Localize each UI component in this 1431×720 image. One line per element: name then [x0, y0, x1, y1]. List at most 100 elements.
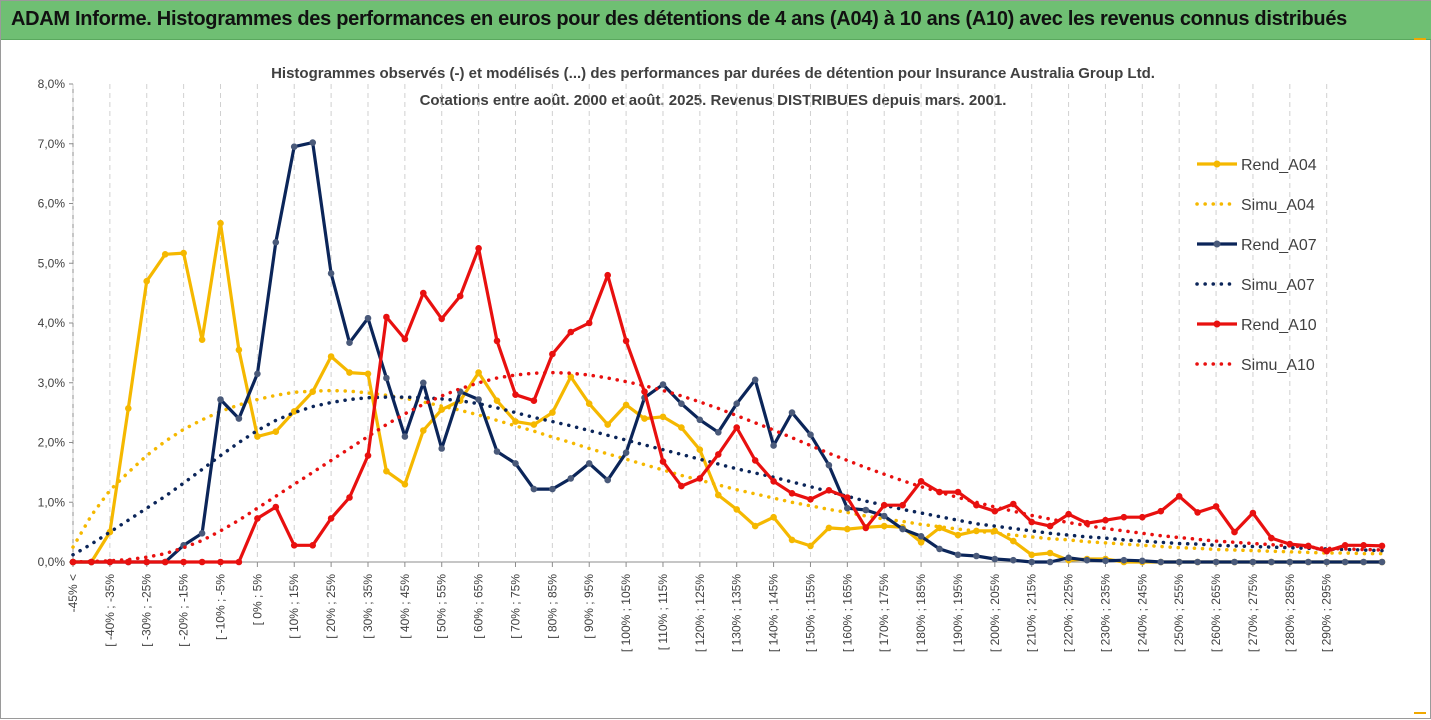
- legend-label-simu-a07: Simu_A07: [1241, 277, 1315, 294]
- data-point-rend-a10: [161, 558, 169, 566]
- data-point-rend-a10: [401, 335, 409, 343]
- x-tick-label: [ 290% ; 295%: [1320, 574, 1334, 652]
- selection-corner-mark: [1414, 702, 1426, 714]
- data-point-rend-a07: [825, 461, 833, 469]
- x-tick-label: [ 60% ; 65%: [472, 574, 486, 639]
- data-point-rend-a10: [659, 458, 667, 465]
- data-point-rend-a07: [659, 381, 667, 388]
- data-point-rend-a07: [751, 376, 759, 384]
- y-tick-label: 2,0%: [38, 436, 66, 450]
- report-banner: ADAM Informe. Histogrammes des performan…: [1, 1, 1431, 40]
- data-point-rend-a07: [862, 506, 870, 514]
- data-point-rend-a07: [1231, 558, 1238, 566]
- data-point-rend-a04: [917, 539, 925, 546]
- data-point-rend-a10: [106, 558, 114, 566]
- x-tick-label: [ 100% ; 105%: [619, 574, 633, 652]
- data-point-rend-a10: [1341, 542, 1349, 549]
- x-tick-label: [ 270% ; 275%: [1246, 574, 1260, 652]
- data-point-rend-a10: [143, 558, 150, 566]
- data-point-rend-a10: [1175, 493, 1183, 500]
- data-point-rend-a10: [1231, 528, 1238, 536]
- data-point-rend-a04: [770, 513, 777, 521]
- data-point-rend-a04: [217, 219, 224, 227]
- data-point-rend-a04: [678, 424, 685, 431]
- data-point-rend-a07: [438, 445, 446, 452]
- data-point-rend-a07: [1046, 558, 1054, 566]
- data-point-rend-a10: [475, 245, 482, 252]
- chart-subtitle: Cotations entre août. 2000 et août. 2025…: [420, 92, 1007, 109]
- legend-label-rend-a07: Rend_A07: [1241, 237, 1317, 254]
- data-point-rend-a10: [844, 494, 851, 501]
- data-point-rend-a07: [1341, 558, 1349, 566]
- data-point-rend-a07: [604, 476, 611, 484]
- x-tick-label: [ 170% ; 175%: [877, 574, 891, 652]
- data-point-rend-a07: [1139, 557, 1146, 565]
- data-point-rend-a07: [585, 460, 593, 467]
- data-point-rend-a07: [715, 429, 722, 436]
- data-point-rend-a04: [733, 506, 740, 513]
- data-point-rend-a04: [161, 251, 169, 258]
- data-point-rend-a10: [917, 478, 925, 485]
- data-point-rend-a10: [770, 478, 777, 485]
- data-point-rend-a07: [1194, 558, 1201, 566]
- data-point-rend-a04: [567, 373, 575, 381]
- data-point-rend-a10: [696, 475, 704, 482]
- data-point-rend-a07: [1102, 557, 1109, 565]
- data-point-rend-a04: [641, 415, 648, 422]
- data-point-rend-a07: [567, 475, 575, 482]
- data-point-rend-a07: [290, 143, 298, 150]
- y-tick-label: 0,0%: [38, 555, 66, 569]
- data-point-rend-a07: [549, 485, 556, 493]
- data-point-rend-a07: [1120, 556, 1128, 564]
- data-point-rend-a04: [1028, 551, 1035, 559]
- selection-corner-mark: [1414, 38, 1426, 50]
- data-point-rend-a10: [825, 487, 833, 494]
- data-point-rend-a04: [788, 536, 796, 544]
- data-point-rend-a10: [622, 337, 630, 345]
- data-point-rend-a10: [364, 452, 372, 459]
- data-point-rend-a07: [198, 530, 206, 537]
- data-point-rend-a07: [733, 400, 740, 408]
- data-point-rend-a04: [383, 467, 390, 475]
- data-point-rend-a07: [880, 512, 888, 520]
- data-point-rend-a07: [493, 448, 501, 455]
- y-tick-label: 7,0%: [38, 137, 66, 151]
- data-point-rend-a04: [530, 421, 538, 428]
- data-point-rend-a07: [1286, 558, 1294, 566]
- data-point-rend-a04: [143, 277, 150, 285]
- data-point-rend-a10: [1323, 547, 1330, 555]
- y-axis-ticks: 0,0% 1,0% 2,0% 3,0% 4,0% 5,0% 6,0% 7,0% 8,0%: [38, 77, 73, 569]
- data-point-rend-a10: [1360, 542, 1367, 549]
- legend-marker-rend-a10: [1213, 320, 1221, 328]
- data-point-rend-a10: [1139, 513, 1146, 521]
- gridlines: [72, 84, 1382, 567]
- data-point-rend-a04: [420, 427, 427, 434]
- data-point-rend-a10: [807, 496, 814, 503]
- data-point-rend-a07: [383, 374, 390, 382]
- data-point-rend-a10: [751, 457, 759, 464]
- data-point-rend-a04: [954, 531, 962, 539]
- data-point-rend-a07: [235, 415, 243, 422]
- data-point-rend-a07: [1065, 554, 1072, 562]
- data-point-rend-a04: [751, 522, 759, 530]
- data-point-rend-a04: [290, 408, 298, 415]
- data-point-rend-a07: [1028, 558, 1035, 566]
- legend-label-simu-a04: Simu_A04: [1241, 197, 1315, 214]
- data-point-rend-a10: [1157, 507, 1165, 515]
- data-point-rend-a07: [254, 370, 261, 378]
- legend-label-rend-a04: Rend_A04: [1241, 157, 1317, 174]
- data-point-rend-a04: [475, 369, 482, 376]
- data-point-rend-a07: [475, 396, 482, 403]
- data-point-rend-a10: [862, 524, 870, 532]
- y-tick-label: 3,0%: [38, 376, 66, 390]
- data-point-rend-a07: [1157, 558, 1165, 566]
- data-point-rend-a07: [973, 552, 980, 560]
- data-point-rend-a07: [1323, 558, 1330, 566]
- data-point-rend-a07: [1212, 558, 1220, 566]
- x-tick-label: [ -30% ; -25%: [140, 574, 154, 647]
- data-point-rend-a10: [383, 313, 390, 321]
- x-tick-label: -45% <: [66, 574, 80, 612]
- x-tick-label: [ 200% ; 205%: [988, 574, 1002, 652]
- data-point-rend-a07: [917, 533, 925, 540]
